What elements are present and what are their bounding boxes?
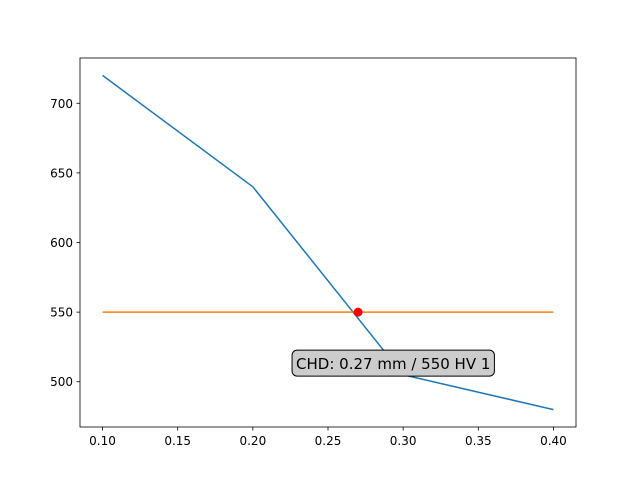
x-tick-label: 0.10 (89, 434, 116, 448)
y-tick-label: 700 (50, 97, 73, 111)
annotation-text: CHD: 0.27 mm / 550 HV 1 (296, 355, 490, 373)
y-tick-label: 650 (50, 166, 73, 180)
series-layer (102, 74, 554, 411)
intersection-marker (353, 307, 363, 317)
annotation-layer: CHD: 0.27 mm / 550 HV 1 (291, 349, 495, 377)
y-tick-label: 600 (50, 236, 73, 250)
plot-frame (79, 57, 577, 428)
x-axis: 0.10 0.15 0.20 0.25 0.30 0.35 0.40 (89, 427, 567, 448)
x-tick-label: 0.35 (465, 434, 492, 448)
x-tick-label: 0.15 (164, 434, 191, 448)
y-axis: 500 550 600 650 700 (50, 97, 80, 389)
x-tick-label: 0.25 (315, 434, 342, 448)
y-tick-label: 550 (50, 306, 73, 320)
x-tick-label: 0.40 (540, 434, 567, 448)
hardness-curve-line (102, 74, 554, 411)
x-tick-label: 0.20 (239, 434, 266, 448)
x-tick-label: 0.30 (390, 434, 417, 448)
y-tick-label: 500 (50, 375, 73, 389)
annotation-box (291, 349, 495, 377)
